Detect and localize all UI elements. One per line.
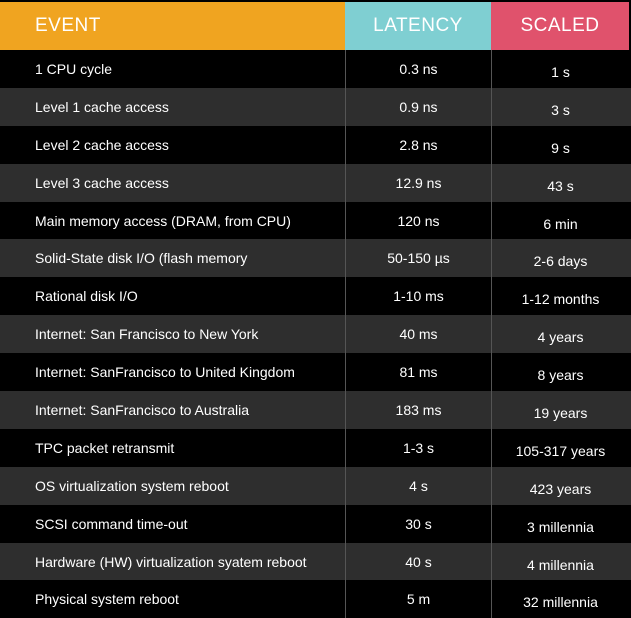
event-cell: Solid-State disk I/O (flash memory [35, 250, 248, 267]
table-row: SCSI command time-out 30 s 3 millennia [0, 504, 631, 543]
table-row: Internet: SanFrancisco to United Kingdom… [0, 353, 631, 392]
latency-cell: 1-10 ms [345, 277, 491, 316]
scaled-value: 1 s [551, 63, 570, 80]
latency-cell: 30 s [345, 504, 491, 543]
scaled-column-header: SCALED [491, 2, 629, 50]
scaled-value: 8 years [537, 367, 584, 384]
event-column-header: EVENT [0, 2, 345, 50]
event-cell: SCSI command time-out [35, 515, 188, 532]
latency-cell: 0.9 ns [345, 87, 491, 126]
scaled-cell: 6 min [491, 201, 629, 240]
scaled-value: 4 years [537, 329, 584, 346]
scaled-cell: 1 s [491, 50, 629, 88]
event-cell: Level 1 cache access [35, 98, 169, 115]
scaled-value: 43 s [547, 177, 574, 194]
event-cell: Physical system reboot [35, 591, 179, 608]
latency-cell: 4 s [345, 466, 491, 505]
scaled-cell: 4 years [491, 315, 629, 354]
scaled-value: 1-12 months [521, 291, 600, 308]
scaled-value: 19 years [533, 404, 588, 421]
scaled-value: 105-317 years [515, 442, 606, 459]
table-row: Hardware (HW) virtualization syatem rebo… [0, 542, 631, 581]
event-cell: TPC packet retransmit [35, 439, 175, 456]
scaled-value: 6 min [543, 215, 578, 232]
latency-cell: 120 ns [345, 201, 491, 240]
event-cell: Main memory access (DRAM, from CPU) [35, 212, 291, 229]
scaled-cell: 19 years [491, 391, 629, 429]
scaled-cell: 2-6 days [491, 239, 629, 278]
scaled-cell: 105-317 years [491, 428, 629, 467]
table-row: Internet: San Francisco to New York 40 ms… [0, 315, 631, 354]
latency-cell: 81 ms [345, 353, 491, 392]
latency-cell: 2.8 ns [345, 125, 491, 164]
scaled-cell: 3 s [491, 87, 629, 126]
event-cell: Level 2 cache access [35, 136, 169, 153]
scaled-cell: 32 millennia [491, 580, 629, 618]
event-cell: Hardware (HW) virtualization syatem rebo… [35, 553, 307, 570]
scaled-cell: 423 years [491, 466, 629, 505]
latency-column-header: LATENCY [345, 2, 491, 50]
table-header: EVENT LATENCY SCALED [0, 2, 631, 50]
scaled-value: 423 years [529, 480, 592, 497]
latency-cell: 40 ms [345, 315, 491, 354]
table-row: 1 CPU cycle 0.3 ns 1 s [0, 50, 631, 88]
scaled-value: 3 millennia [527, 518, 594, 535]
table-row: TPC packet retransmit 1-3 s 105-317 years [0, 428, 631, 467]
table-row: Main memory access (DRAM, from CPU) 120 n… [0, 201, 631, 240]
table-row: Level 1 cache access 0.9 ns 3 s [0, 87, 631, 126]
scaled-cell: 9 s [491, 125, 629, 164]
scaled-cell: 4 millennia [491, 542, 629, 581]
table-row: Physical system reboot 5 m 32 millennia [0, 580, 631, 618]
latency-cell: 0.3 ns [345, 50, 491, 88]
scaled-value: 9 s [551, 139, 570, 156]
event-cell: Internet: San Francisco to New York [35, 326, 259, 343]
event-cell: OS virtualization system reboot [35, 477, 229, 494]
table-row: OS virtualization system reboot 4 s 423 ye… [0, 466, 631, 505]
event-cell: Level 3 cache access [35, 174, 169, 191]
scaled-cell: 3 millennia [491, 504, 629, 543]
event-cell: Internet: SanFrancisco to United Kingdom [35, 364, 295, 381]
scaled-cell: 8 years [491, 353, 629, 392]
latency-cell: 40 s [345, 542, 491, 581]
latency-cell: 5 m [345, 580, 491, 618]
scaled-value: 4 millennia [527, 556, 594, 573]
table-row: Internet: SanFrancisco to Australia 183 m… [0, 391, 631, 429]
table-row: Level 2 cache access 2.8 ns 9 s [0, 125, 631, 164]
scaled-cell: 1-12 months [491, 277, 629, 316]
table-row: Level 3 cache access 12.9 ns 43 s [0, 163, 631, 202]
event-cell: 1 CPU cycle [35, 60, 113, 77]
latency-cell: 50-150 µs [345, 239, 491, 278]
latency-cell: 183 ms [345, 391, 491, 429]
table-row: Solid-State disk I/O (flash memory 50-150… [0, 239, 631, 278]
table-row: Rational disk I/O 1-10 ms 1-12 months [0, 277, 631, 316]
table-body: 1 CPU cycle 0.3 ns 1 s Level 1 cache access… [0, 50, 631, 618]
scaled-value: 32 millennia [523, 594, 598, 611]
scaled-value: 3 s [551, 101, 570, 118]
event-cell: Rational disk I/O [35, 288, 138, 305]
latency-cell: 12.9 ns [345, 163, 491, 202]
scaled-value: 2-6 days [533, 253, 588, 270]
scaled-cell: 43 s [491, 163, 629, 202]
event-cell: Internet: SanFrancisco to Australia [35, 401, 249, 418]
latency-cell: 1-3 s [345, 428, 491, 467]
